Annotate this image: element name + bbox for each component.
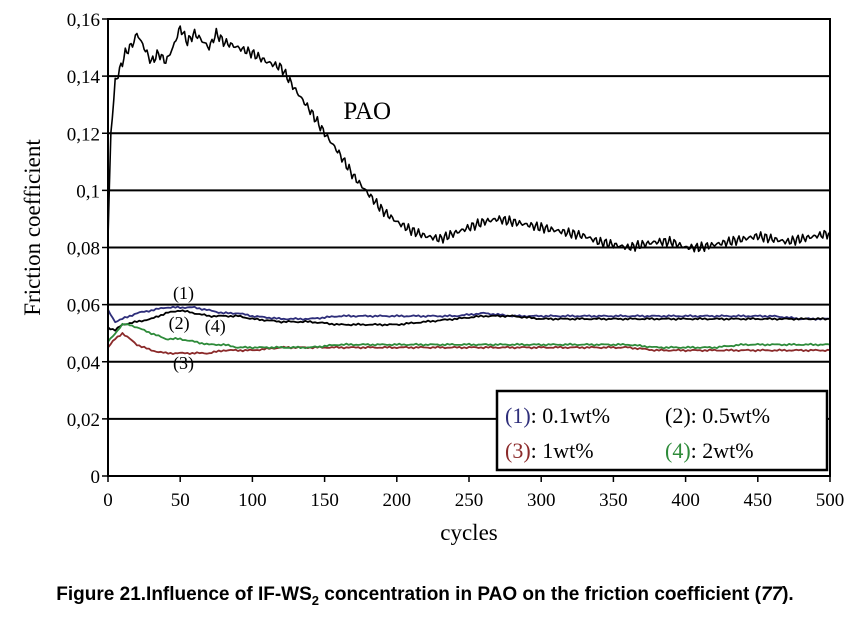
y-tick-label: 0,02 [67, 410, 100, 431]
series-line-5 [107, 322, 831, 350]
legend-entry-label: : 0.1wt% [531, 403, 610, 428]
x-tick-label: 150 [310, 490, 339, 511]
legend-entry: (4): 2wt% [665, 438, 754, 463]
figure-caption: Figure 21.Influence of IF-WS2 concentrat… [0, 584, 850, 608]
legend: (1): 0.1wt% (2): 0.5wt% (3): 1wt% (4): 2wt% [495, 389, 829, 472]
caption-prefix: Figure 21.Influence of IF-WS [56, 584, 312, 605]
series-line-4 [107, 332, 831, 356]
x-tick-label: 0 [103, 490, 113, 511]
x-tick-label: 250 [455, 490, 484, 511]
legend-entry-number: (4) [665, 438, 691, 463]
series-line-1 [107, 25, 831, 253]
y-axis-title: Friction coefficient [20, 139, 45, 316]
legend-entry-label: : 1wt% [531, 438, 594, 463]
series-line-3 [107, 309, 831, 332]
legend-entry: (3): 1wt% [505, 438, 594, 463]
y-tick-label: 0,16 [67, 10, 100, 31]
y-tick-label: 0,14 [67, 67, 101, 88]
y-tick-label: 0,12 [67, 124, 100, 145]
curve-label: (4) [205, 316, 226, 337]
pao-annotation: PAO [343, 98, 391, 125]
legend-entry-number: (3) [505, 438, 531, 463]
curve-label: (2) [169, 313, 190, 334]
series-lines [107, 25, 831, 356]
annotations: PAO (1) (2) (4) (3) [169, 98, 391, 374]
axis-ticks: 0 0,02 0,04 0,06 0,08 0,1 0,12 0,14 0,16 0 50 100 15… [67, 10, 845, 511]
caption-reference: 77 [760, 584, 783, 605]
legend-entry-number: (2) [665, 403, 691, 428]
x-tick-label: 100 [238, 490, 267, 511]
legend-entry-label: : 2wt% [691, 438, 754, 463]
legend-entry-label: : 0.5wt% [691, 403, 770, 428]
y-tick-label: 0,04 [67, 353, 101, 374]
x-axis-title: cycles [440, 520, 498, 545]
friction-chart: 0 0,02 0,04 0,06 0,08 0,1 0,12 0,14 0,16 0 50 100 15… [20, 10, 845, 545]
legend-entry: (1): 0.1wt% [505, 403, 610, 428]
caption-suffix: ). [782, 584, 794, 605]
x-tick-label: 450 [744, 490, 773, 511]
y-tick-label: 0 [91, 467, 101, 488]
x-tick-label: 300 [527, 490, 556, 511]
y-tick-label: 0,1 [76, 181, 100, 202]
grid-lines [108, 75, 830, 420]
curve-label: (3) [173, 353, 194, 374]
x-tick-label: 350 [599, 490, 628, 511]
caption-middle: concentration in PAO on the friction coe… [319, 584, 761, 605]
x-tick-label: 50 [171, 490, 190, 511]
legend-entry: (2): 0.5wt% [665, 403, 770, 428]
y-tick-label: 0,08 [67, 239, 100, 260]
x-tick-label: 400 [671, 490, 700, 511]
x-tick-label: 200 [383, 490, 412, 511]
series-line-2 [107, 305, 831, 324]
legend-box [495, 389, 829, 472]
x-tick-label: 500 [816, 490, 845, 511]
caption-subscript: 2 [311, 592, 319, 608]
legend-entry-number: (1) [505, 403, 531, 428]
y-tick-label: 0,06 [67, 296, 100, 317]
curve-label: (1) [173, 283, 194, 304]
